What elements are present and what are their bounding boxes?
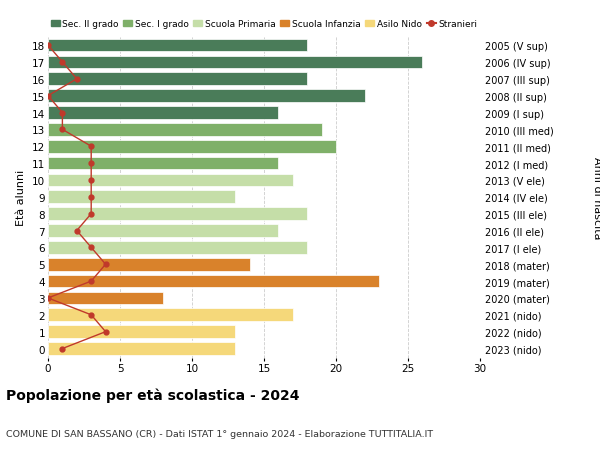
Bar: [48, 73, 307, 86]
Bar: [48, 191, 235, 204]
Text: Anni di nascita: Anni di nascita: [592, 156, 600, 239]
Bar: [48, 174, 293, 187]
Bar: [48, 107, 278, 119]
Legend: Sec. II grado, Sec. I grado, Scuola Primaria, Scuola Infanzia, Asilo Nido, Stran: Sec. II grado, Sec. I grado, Scuola Prim…: [50, 20, 478, 29]
Bar: [48, 342, 235, 355]
Bar: [48, 56, 422, 69]
Bar: [48, 140, 336, 153]
Bar: [48, 90, 365, 103]
Bar: [48, 39, 307, 52]
Y-axis label: Età alunni: Età alunni: [16, 169, 26, 225]
Bar: [48, 157, 278, 170]
Bar: [48, 258, 250, 271]
Text: COMUNE DI SAN BASSANO (CR) - Dati ISTAT 1° gennaio 2024 - Elaborazione TUTTITALI: COMUNE DI SAN BASSANO (CR) - Dati ISTAT …: [6, 429, 433, 438]
Text: Popolazione per età scolastica - 2024: Popolazione per età scolastica - 2024: [6, 388, 299, 403]
Bar: [48, 325, 235, 338]
Bar: [48, 225, 278, 237]
Bar: [48, 292, 163, 305]
Bar: [48, 309, 293, 321]
Bar: [48, 241, 307, 254]
Bar: [48, 208, 307, 220]
Bar: [48, 124, 322, 136]
Bar: [48, 275, 379, 288]
